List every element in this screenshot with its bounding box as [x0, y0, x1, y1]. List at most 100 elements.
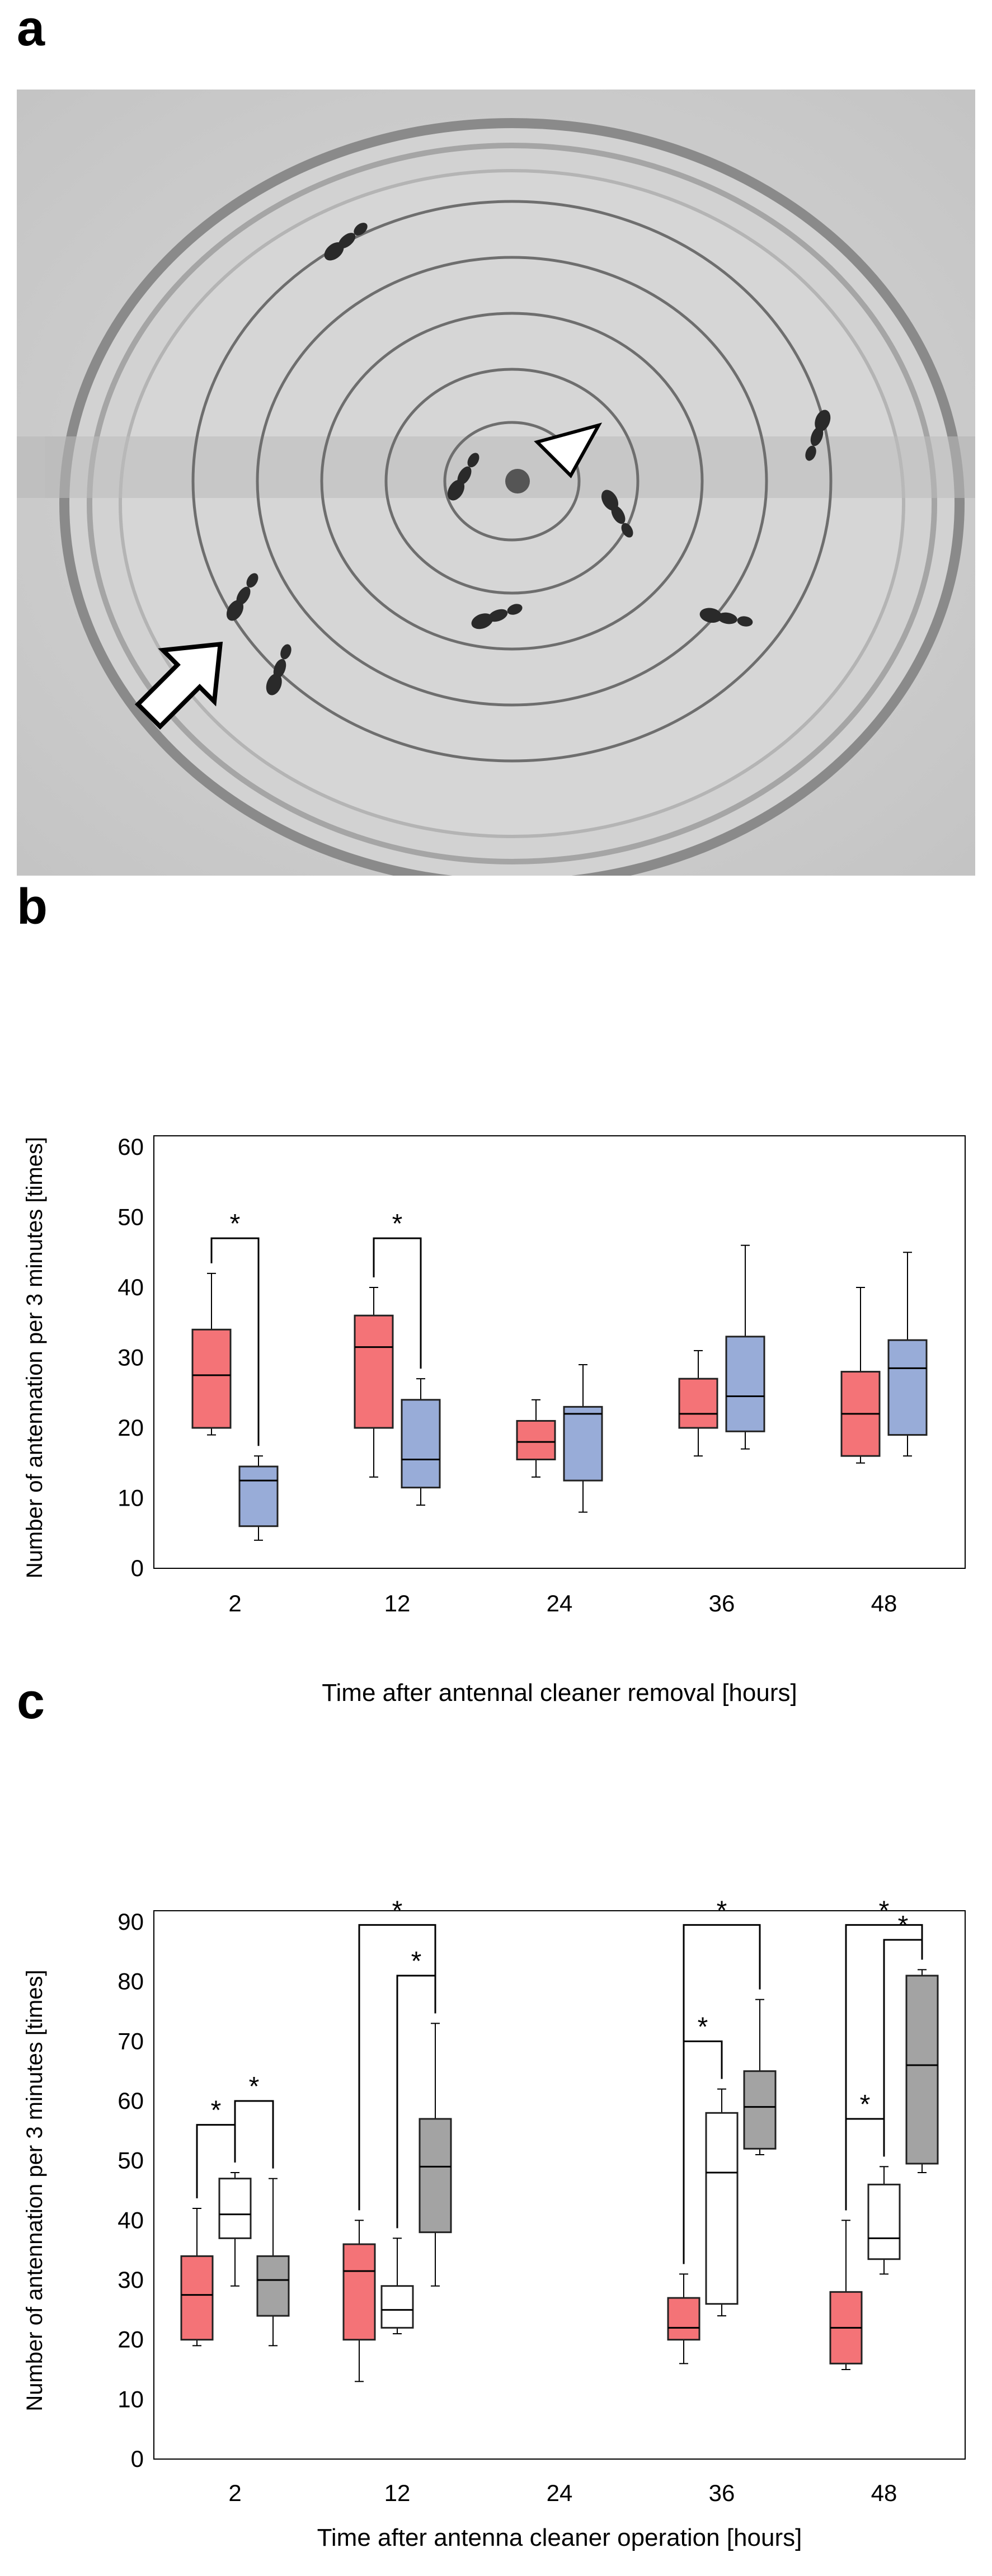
box-red-2 — [191, 1272, 232, 1436]
x-axis-label: Time after antennal cleaner removal [hou… — [322, 1679, 797, 1707]
box-body — [380, 2285, 414, 2329]
y-tick-label: 10 — [117, 2386, 144, 2412]
bracket-line — [683, 1924, 761, 2264]
box-body — [905, 1975, 939, 2165]
significance-label: * — [698, 2012, 708, 2042]
chart-b: 0 10 20 30 40 50 60 2 12 24 36 48 Number of antennat… — [22, 1134, 966, 1707]
box-body — [191, 1328, 232, 1429]
box-body — [725, 1336, 765, 1432]
y-tick-label: 10 — [117, 1485, 144, 1511]
y-tick-label: 60 — [117, 2088, 144, 2114]
x-tick-label: 48 — [871, 2480, 897, 2506]
box-red-36 — [678, 1350, 718, 1457]
panel-label-c: c — [17, 1674, 45, 1729]
x-tick-label: 12 — [384, 1590, 411, 1616]
y-tick-label: 20 — [117, 1414, 144, 1441]
box-red-12 — [354, 1287, 394, 1478]
box-body — [667, 2297, 700, 2341]
arrow-icon — [134, 641, 223, 730]
significance-label: * — [879, 1896, 890, 1925]
x-tick-label: 24 — [547, 2480, 573, 2506]
box-red-48 — [840, 1287, 881, 1464]
x-tick-label: 48 — [871, 1590, 897, 1616]
box-blue-2 — [238, 1455, 279, 1541]
panel-label-a: a — [17, 1, 45, 57]
box-blue-36 — [725, 1244, 765, 1450]
significance-bracket: * — [373, 1209, 422, 1369]
significance-label: * — [211, 2096, 222, 2126]
y-tick-label: 60 — [117, 1134, 144, 1160]
bracket-line — [845, 1924, 923, 2211]
significance-bracket: * — [845, 1896, 923, 2211]
box-white-36 — [705, 2088, 739, 2316]
box-red-48 — [829, 2220, 863, 2370]
box-gray-2 — [256, 2178, 290, 2347]
box-body — [401, 1399, 441, 1489]
x-axis-label: Time after antenna cleaner operation [ho… — [317, 2524, 802, 2551]
y-tick-label: 80 — [117, 1968, 144, 1995]
significance-label: * — [860, 2090, 871, 2119]
significance-label: * — [249, 2072, 260, 2102]
significance-label: * — [717, 1896, 727, 1925]
box-body — [678, 1378, 718, 1429]
box-body — [867, 2183, 901, 2260]
y-tick-label: 20 — [117, 2326, 144, 2353]
y-tick-label: 0 — [131, 2446, 144, 2472]
box-blue-24 — [563, 1364, 603, 1513]
y-tick-label: 90 — [117, 1909, 144, 1935]
box-blue-12 — [401, 1378, 441, 1506]
x-tick-label: 2 — [228, 2480, 241, 2506]
y-tick-label: 0 — [131, 1555, 144, 1581]
box-red-2 — [180, 2208, 214, 2347]
box-white-48 — [867, 2166, 901, 2275]
significance-label: * — [392, 1896, 403, 1925]
x-tick-label: 2 — [228, 1590, 241, 1616]
box-body — [256, 2255, 290, 2317]
box-body — [238, 1465, 279, 1527]
box-body — [354, 1314, 394, 1429]
box-body — [342, 2243, 376, 2341]
y-tick-label: 50 — [117, 2147, 144, 2174]
y-tick-label: 40 — [117, 2207, 144, 2233]
bracket-line — [210, 1237, 260, 1446]
bracket-line — [234, 2100, 274, 2169]
panel-label-b: b — [17, 879, 48, 935]
box-body — [180, 2255, 214, 2341]
triangle-icon — [534, 422, 603, 478]
significance-bracket: * — [683, 1896, 761, 2264]
y-tick-label: 70 — [117, 2028, 144, 2054]
bracket-line — [373, 1237, 422, 1369]
box-white-12 — [380, 2237, 414, 2334]
box-gray-36 — [743, 1999, 777, 2155]
box-red-36 — [667, 2273, 700, 2365]
x-tick-label: 24 — [547, 1590, 573, 1616]
significance-label: * — [411, 1947, 422, 1976]
y-axis-label: Number of antennation per 3 minutes [tim… — [22, 1969, 47, 2411]
box-red-12 — [342, 2220, 376, 2382]
significance-label: * — [392, 1209, 403, 1239]
y-tick-label: 40 — [117, 1274, 144, 1300]
significance-bracket: * — [234, 2072, 274, 2169]
box-gray-48 — [905, 1969, 939, 2173]
box-body — [563, 1405, 603, 1482]
box-body — [419, 2118, 452, 2234]
y-tick-label: 30 — [117, 2267, 144, 2293]
box-body — [516, 1419, 556, 1460]
ant-arena-photo — [17, 90, 975, 876]
box-body — [218, 2178, 252, 2239]
y-tick-label: 50 — [117, 1204, 144, 1230]
box-gray-12 — [419, 2023, 452, 2287]
box-blue-48 — [887, 1252, 928, 1457]
y-axis-label: Number of antennation per 3 minutes [tim… — [22, 1137, 47, 1578]
significance-label: * — [230, 1209, 241, 1239]
box-body — [705, 2112, 739, 2305]
ant-icons — [226, 223, 831, 695]
box-red-24 — [516, 1399, 556, 1478]
x-tick-label: 36 — [709, 2480, 735, 2506]
significance-bracket: * — [358, 1896, 436, 2211]
plot-frame — [153, 1910, 966, 2460]
bracket-line — [358, 1924, 436, 2211]
y-tick-label: 30 — [117, 1345, 144, 1371]
box-body — [887, 1339, 928, 1436]
box-body — [743, 2070, 777, 2150]
